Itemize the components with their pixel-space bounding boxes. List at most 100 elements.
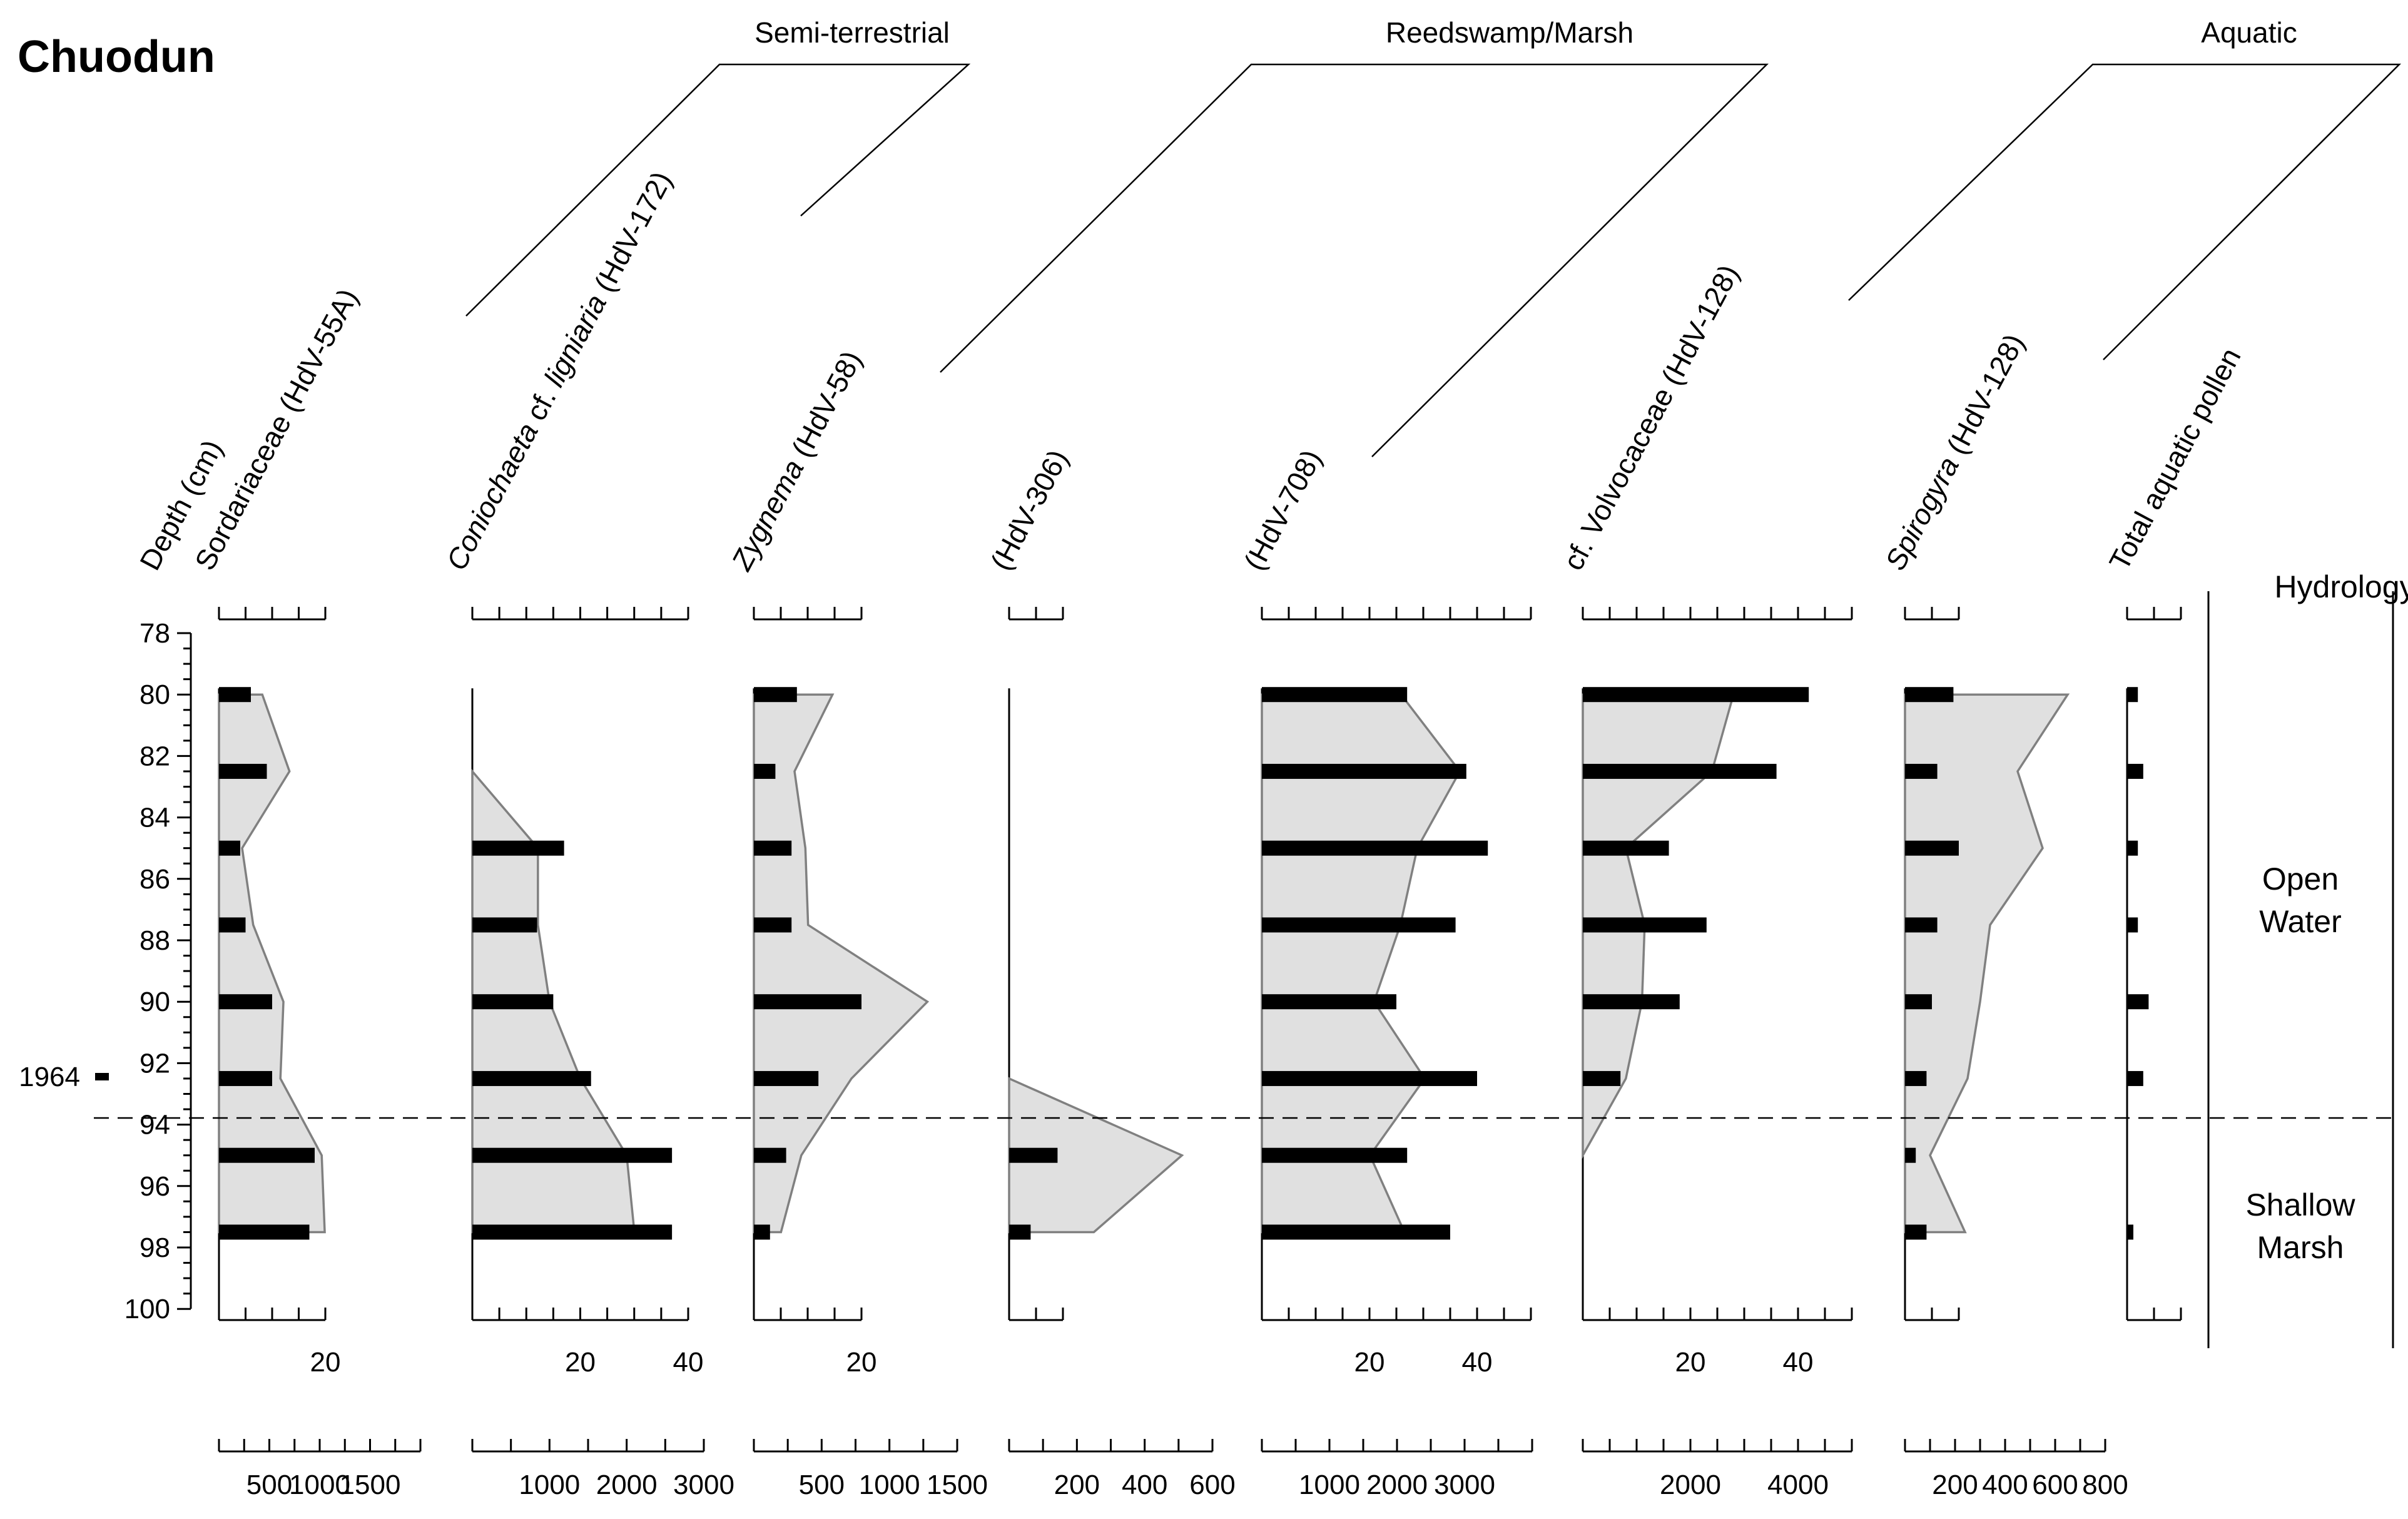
taxon-label-text: (HdV-58) <box>781 345 868 469</box>
bar-spirogyra <box>1905 763 1938 779</box>
panel-aquatic_pollen: Total aquatic pollen <box>2103 343 2247 1321</box>
bar-sordariaceae <box>219 917 246 933</box>
concentration-tick-label: 3000 <box>673 1470 734 1500</box>
depth-tick-label: 92 <box>140 1048 170 1079</box>
bar-zygnema <box>754 687 797 703</box>
bar-hdv708 <box>1262 917 1456 933</box>
depth-tick-label: 100 <box>124 1294 170 1324</box>
taxon-label-text: (HdV-172) <box>584 166 678 304</box>
bar-volvocaceae <box>1583 840 1669 856</box>
bar-spirogyra <box>1905 917 1938 933</box>
panel-coniochaeta: Coniochaeta cf. ligniaria (HdV-172) 20 40 1… <box>440 166 734 1500</box>
taxon-label-text: Sordariaceae (HdV-55A) <box>188 283 364 576</box>
bar-spirogyra <box>1905 1224 1927 1240</box>
bar-spirogyra <box>1905 687 1954 703</box>
bar-spirogyra <box>1905 994 1932 1010</box>
bar-hdv708 <box>1262 687 1408 703</box>
bar-aquatic_pollen <box>2127 994 2149 1010</box>
bracket-semi-terrestrial <box>465 63 971 317</box>
depth-tick-label: 90 <box>140 987 170 1017</box>
concentration-tick-label: 4000 <box>1767 1470 1829 1500</box>
bar-aquatic_pollen <box>2127 1224 2133 1240</box>
bar-volvocaceae <box>1583 763 1777 779</box>
chart-title: Chuodun <box>18 32 215 82</box>
bar-coniochaeta <box>472 1147 673 1163</box>
panel-hdv306: (HdV-306) 200 400 600 <box>984 444 1236 1500</box>
bar-sordariaceae <box>219 994 272 1010</box>
concentration-tick-label: 400 <box>1982 1470 2028 1500</box>
depth-tick-label: 88 <box>140 925 170 956</box>
group-labels: Semi-terrestrial Reedswamp/Marsh Aquatic <box>754 16 2297 49</box>
bar-coniochaeta <box>472 917 537 933</box>
concentration-tick-label: 400 <box>1122 1470 1167 1500</box>
percent-tick-label: 20 <box>565 1347 596 1378</box>
depth-tick-label: 86 <box>140 864 170 895</box>
bar-spirogyra <box>1905 1070 1927 1086</box>
depth-tick-label: 98 <box>140 1232 170 1263</box>
panel-zygnema: Zygnema (HdV-58) 20 500 1000 1500 <box>724 345 987 1500</box>
group-label-aquatic: Aquatic <box>2201 16 2297 49</box>
concentration-tick-label: 800 <box>2082 1470 2128 1500</box>
taxon-panels: Sordariaceae (HdV-55A)2050010001500Conio… <box>188 166 2247 1500</box>
bar-sordariaceae <box>219 687 251 703</box>
bar-hdv708 <box>1262 1070 1477 1086</box>
concentration-tick-label: 1000 <box>519 1470 580 1500</box>
taxon-label-text: (HdV-128) <box>1936 328 2030 467</box>
zone-label-shallow: Shallow <box>2245 1187 2355 1222</box>
percent-tick-label: 20 <box>1354 1347 1385 1378</box>
hydrology-title: Hydrology <box>2274 569 2408 604</box>
zone-label-marsh: Marsh <box>2257 1230 2344 1265</box>
silhouette-spirogyra <box>1904 693 2070 1234</box>
concentration-tick-label: 2000 <box>1660 1470 1721 1500</box>
bar-aquatic_pollen <box>2127 840 2138 856</box>
concentration-tick-label: 500 <box>246 1470 292 1500</box>
taxon-label-text: cf. Volvocaceae (HdV-128) <box>1557 259 1745 575</box>
concentration-tick-label: 1000 <box>289 1470 350 1500</box>
concentration-tick-label: 600 <box>1189 1470 1235 1500</box>
panel-spirogyra: Spirogyra (HdV-128) 200 400 600 800 <box>1879 328 2128 1500</box>
taxon-label-text: (HdV-708) <box>1237 444 1328 576</box>
depth-tick-label: 82 <box>140 741 170 771</box>
taxon-label-italic: ligniaria <box>537 289 612 392</box>
percent-tick-label: 20 <box>846 1347 877 1378</box>
taxon-label-volvocaceae: cf. Volvocaceae (HdV-128) <box>1557 259 1745 575</box>
dated-depth-label: 1964 <box>19 1062 80 1092</box>
bar-zygnema <box>754 1070 819 1086</box>
bar-aquatic_pollen <box>2127 687 2138 703</box>
taxon-label-aquatic_pollen: Total aquatic pollen <box>2103 343 2247 576</box>
bar-coniochaeta <box>472 840 564 856</box>
depth-tick-label: 96 <box>140 1171 170 1202</box>
bar-coniochaeta <box>472 1070 591 1086</box>
bar-volvocaceae <box>1583 687 1809 703</box>
taxon-label-text: (HdV-306) <box>984 444 1074 576</box>
bar-zygnema <box>754 763 776 779</box>
bar-spirogyra <box>1905 1147 1916 1163</box>
taxon-label-zygnema: Zygnema (HdV-58) <box>724 345 868 576</box>
panel-hdv708: (HdV-708) 20 40 1000 2000 3000 <box>1237 444 1533 1500</box>
hydrology-column: Hydrology Open Water Shallow Marsh <box>2207 569 2408 1348</box>
dated-depth-marker: 1964 <box>19 1062 109 1092</box>
panel-volvocaceae: cf. Volvocaceae (HdV-128) 20 40 2000 4000 <box>1557 259 1853 1500</box>
taxon-label-coniochaeta: Coniochaeta cf. ligniaria (HdV-172) <box>440 166 678 575</box>
concentration-tick-label: 200 <box>1932 1470 1978 1500</box>
taxon-label-italic: Spirogyra <box>1879 451 1965 575</box>
concentration-tick-label: 1500 <box>927 1470 988 1500</box>
bar-coniochaeta <box>472 1224 673 1240</box>
bar-aquatic_pollen <box>2127 763 2143 779</box>
silhouette-hdv306 <box>1008 1077 1184 1234</box>
bracket-reedswamp-marsh <box>940 63 1769 457</box>
bar-zygnema <box>754 840 792 856</box>
bar-sordariaceae <box>219 763 267 779</box>
bar-coniochaeta <box>472 994 554 1010</box>
zone-label-open: Open <box>2262 861 2339 897</box>
bar-aquatic_pollen <box>2127 917 2138 933</box>
group-label-semi-terrestrial: Semi-terrestrial <box>754 16 950 49</box>
taxon-label-text: Total aquatic pollen <box>2103 343 2247 576</box>
concentration-tick-label: 1500 <box>340 1470 401 1500</box>
depth-tick-label: 94 <box>140 1110 170 1141</box>
hydrology-zone-shallow-marsh: Shallow Marsh <box>2245 1187 2355 1265</box>
bar-hdv306 <box>1009 1147 1058 1163</box>
concentration-tick-label: 600 <box>2032 1470 2078 1500</box>
zone-label-water: Water <box>2259 904 2342 939</box>
